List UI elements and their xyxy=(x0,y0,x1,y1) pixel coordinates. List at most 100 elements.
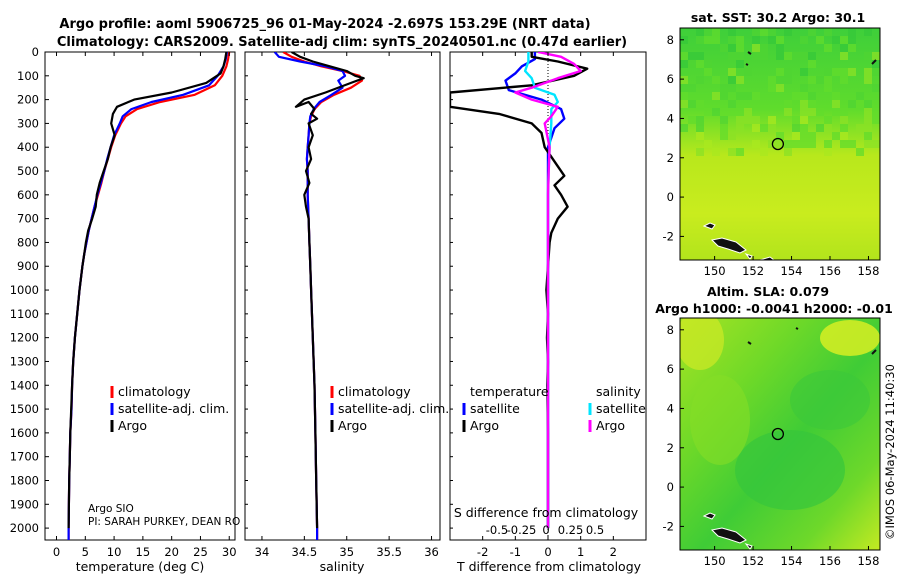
sst-cell xyxy=(856,100,864,108)
sst-cell xyxy=(728,36,736,44)
sst-cell xyxy=(800,132,808,140)
y-tick-label: 100 xyxy=(17,69,39,83)
sst-cell xyxy=(752,28,760,36)
series-argo xyxy=(67,52,228,529)
sst-cell xyxy=(696,52,704,60)
sst-cell xyxy=(688,100,696,108)
sst-cell xyxy=(680,92,688,100)
sst-cell xyxy=(712,148,720,156)
sst-cell xyxy=(736,60,744,68)
x-tick-label: 10 xyxy=(107,545,122,559)
sst-cell xyxy=(728,108,736,116)
sst-cell xyxy=(760,44,768,52)
imos-watermark: ©IMOS 06-May-2024 11:40:30 xyxy=(883,364,897,540)
salinity-plot-area xyxy=(244,51,441,541)
x-tick-label: 0 xyxy=(544,545,551,559)
y-tick-label: 1200 xyxy=(10,331,39,345)
sst-cell xyxy=(808,132,816,140)
sst-cell xyxy=(832,132,840,140)
figure-title-line2: Climatology: CARS2009. Satellite-adj cli… xyxy=(57,35,627,50)
y-tick-label: 1100 xyxy=(10,307,39,321)
sst-cell xyxy=(736,36,744,44)
top-tick-label: 0.25 xyxy=(558,523,584,537)
sla-low-patch xyxy=(790,370,870,430)
sst-cell xyxy=(736,148,744,156)
x-tick-label: 30 xyxy=(222,545,237,559)
sst-cell xyxy=(848,68,856,76)
sst-cell xyxy=(680,52,688,60)
map-y-tick-label: 2 xyxy=(667,151,674,165)
y-tick-label: 800 xyxy=(17,235,39,249)
sst-cell xyxy=(848,28,856,36)
sst-cell xyxy=(800,108,808,116)
sst-cell xyxy=(864,116,872,124)
sst-cell xyxy=(864,132,872,140)
sst-cell xyxy=(800,84,808,92)
sst-cell xyxy=(680,100,688,108)
sst-cell xyxy=(776,76,784,84)
sst-cell xyxy=(784,68,792,76)
sst-cell xyxy=(696,76,704,84)
sst-cell xyxy=(848,140,856,148)
sst-cell xyxy=(720,132,728,140)
sst-cell xyxy=(840,124,848,132)
sst-islands xyxy=(745,51,877,66)
sst-cell xyxy=(688,116,696,124)
legend-satellite-label: satellite-adj. clim. xyxy=(118,401,229,416)
sst-cell xyxy=(832,108,840,116)
sst-cell xyxy=(744,92,752,100)
map-x-tick-label: 156 xyxy=(819,554,841,568)
sst-cell xyxy=(856,92,864,100)
sst-cell xyxy=(696,100,704,108)
sst-cell xyxy=(864,124,872,132)
sst-cell xyxy=(776,68,784,76)
y-tick-label: 600 xyxy=(17,188,39,202)
sst-cell xyxy=(856,148,864,156)
y-tick-label: 1600 xyxy=(10,426,39,440)
legend-s-argo-label: Argo xyxy=(596,418,625,433)
x-tick-label: 25 xyxy=(193,545,208,559)
y-tick-label: 0 xyxy=(32,45,39,59)
map-y-tick-label: 4 xyxy=(667,401,674,415)
sst-cell xyxy=(696,124,704,132)
sla-map-title: Altim. SLA: 0.079 xyxy=(707,284,829,299)
legend-t-satellite-label: satellite xyxy=(470,401,520,416)
y-tick-label: 1300 xyxy=(10,354,39,368)
map-x-tick-label: 152 xyxy=(742,264,764,278)
map-x-tick-label: 150 xyxy=(704,554,726,568)
sla-map-panel: Altim. SLA: 0.079 Argo h1000: -0.0041 h2… xyxy=(655,284,893,568)
sst-cell xyxy=(736,108,744,116)
x-tick-label: 34 xyxy=(255,545,270,559)
sst-cell xyxy=(808,100,816,108)
sst-cell xyxy=(824,84,832,92)
map-x-tick-label: 156 xyxy=(819,264,841,278)
sst-cell xyxy=(784,76,792,84)
sst-cell xyxy=(864,140,872,148)
y-tick-label: 700 xyxy=(17,212,39,226)
sst-cell xyxy=(752,36,760,44)
sst-cell xyxy=(704,108,712,116)
sst-cell xyxy=(840,52,848,60)
sst-cell xyxy=(744,116,752,124)
sst-cell xyxy=(776,140,784,148)
map-x-tick-label: 158 xyxy=(857,264,879,278)
sst-cell xyxy=(776,44,784,52)
sst-cell xyxy=(720,116,728,124)
sst-cell xyxy=(792,92,800,100)
sst-cell xyxy=(728,68,736,76)
sst-cell xyxy=(792,140,800,148)
sst-cell xyxy=(776,36,784,44)
s-difference-label: S difference from climatology xyxy=(454,505,639,520)
sst-cell xyxy=(784,100,792,108)
y-tick-label: 400 xyxy=(17,140,39,154)
sst-cell xyxy=(824,140,832,148)
sst-cell xyxy=(864,68,872,76)
sst-cell xyxy=(784,52,792,60)
sst-cell xyxy=(808,92,816,100)
sst-cell xyxy=(720,84,728,92)
temperature-panel: 0 5 10 15 20 25 300100200300400500600700800900… xyxy=(10,45,241,574)
sst-cell xyxy=(712,28,720,36)
sst-cell xyxy=(720,108,728,116)
sst-cell xyxy=(824,148,832,156)
sst-cell xyxy=(704,28,712,36)
